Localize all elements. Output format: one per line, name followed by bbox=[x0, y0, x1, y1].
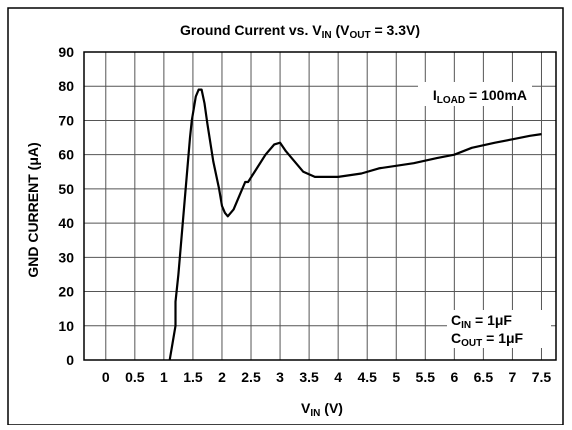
y-tick-label: 90 bbox=[58, 44, 74, 60]
x-tick-label: 1.5 bbox=[183, 369, 203, 385]
x-tick-label: 4.5 bbox=[357, 369, 377, 385]
x-tick-label: 4 bbox=[334, 369, 342, 385]
y-ticks: 0 10 20 30 40 50 60 70 80 90 bbox=[58, 44, 74, 368]
load-annotation-background bbox=[418, 82, 532, 106]
x-tick-label: 3.5 bbox=[299, 369, 319, 385]
x-tick-label: 5.5 bbox=[416, 369, 436, 385]
capacitor-annotation-background bbox=[447, 310, 551, 348]
y-tick-label: 20 bbox=[58, 284, 74, 300]
y-tick-label: 50 bbox=[58, 181, 74, 197]
y-axis-label: GND CURRENT (μA) bbox=[25, 142, 41, 277]
y-tick-label: 80 bbox=[58, 78, 74, 94]
x-tick-label: 1 bbox=[160, 369, 168, 385]
y-tick-label: 60 bbox=[58, 147, 74, 163]
y-tick-label: 40 bbox=[58, 215, 74, 231]
cout-annotation: COUT = 1μF bbox=[451, 330, 524, 349]
series-line-gnd-current bbox=[168, 88, 542, 361]
x-tick-label: 2 bbox=[218, 369, 226, 385]
x-tick-label: 0 bbox=[102, 369, 110, 385]
y-tick-label: 30 bbox=[58, 249, 74, 265]
y-tick-label: 10 bbox=[58, 318, 74, 334]
chart-title: Ground Current vs. VIN (VOUT = 3.3V) bbox=[180, 22, 420, 41]
x-axis-label: VIN (V) bbox=[301, 400, 343, 419]
x-tick-label: 7 bbox=[509, 369, 517, 385]
x-tick-label: 6.5 bbox=[474, 369, 494, 385]
x-ticks: 0 0.5 1 1.5 2 2.5 3 3.5 4 4.5 5 5.5 6 6.5 7 7.5 bbox=[102, 369, 552, 385]
x-tick-label: 5 bbox=[392, 369, 400, 385]
y-tick-label: 0 bbox=[66, 352, 74, 368]
cin-annotation: CIN = 1μF bbox=[451, 312, 512, 331]
load-annotation: ILOAD = 100mA bbox=[433, 87, 527, 106]
x-tick-label: 2.5 bbox=[241, 369, 261, 385]
chart-frame bbox=[7, 7, 564, 426]
x-tick-label: 6 bbox=[450, 369, 458, 385]
x-tick-label: 3 bbox=[276, 369, 284, 385]
x-tick-label: 7.5 bbox=[532, 369, 552, 385]
plot-area-border bbox=[83, 51, 557, 361]
x-tick-label: 0.5 bbox=[125, 369, 145, 385]
y-tick-label: 70 bbox=[58, 112, 74, 128]
